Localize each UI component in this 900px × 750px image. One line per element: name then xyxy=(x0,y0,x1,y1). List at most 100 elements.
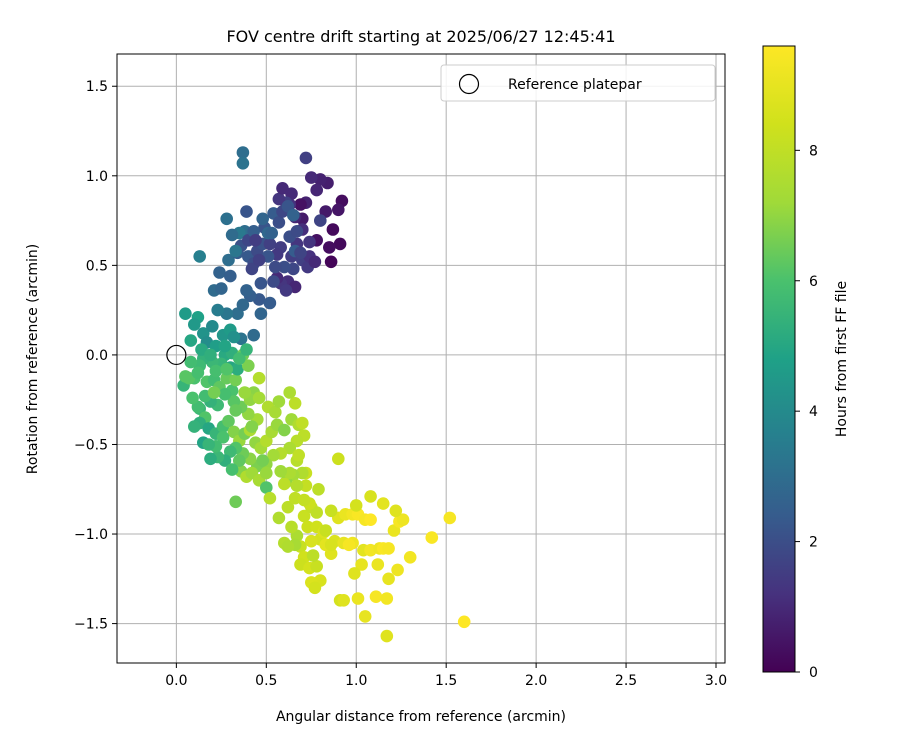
scatter-point xyxy=(319,524,333,537)
colorbar-tick-label: 2 xyxy=(809,535,818,551)
scatter-point xyxy=(263,491,277,505)
scatter-point xyxy=(457,615,471,629)
scatter-point xyxy=(342,538,356,552)
scatter-point xyxy=(364,490,377,503)
scatter-point xyxy=(380,592,394,605)
colorbar-gradient xyxy=(762,45,796,673)
scatter-point xyxy=(240,205,253,218)
scatter-point xyxy=(337,594,351,607)
scatter-point xyxy=(287,208,300,222)
scatter-point xyxy=(333,237,347,251)
scatter-point xyxy=(220,362,233,376)
scatter-point xyxy=(252,371,266,385)
scatter-point xyxy=(380,629,394,643)
scatter-point xyxy=(249,234,262,247)
scatter-point xyxy=(236,298,250,312)
scatter-point xyxy=(267,448,280,462)
scatter-point xyxy=(358,610,372,623)
scatter-point xyxy=(216,431,230,444)
scatter-point xyxy=(211,303,224,317)
scatter-point xyxy=(260,481,273,494)
y-axis-label: Rotation from reference (arcmin) xyxy=(25,244,41,474)
y-tick-label: −1.0 xyxy=(74,527,108,543)
scatter-point xyxy=(369,590,383,603)
scatter-point xyxy=(229,495,242,509)
scatter-point xyxy=(281,540,295,553)
scatter-point xyxy=(310,560,324,573)
scatter-point xyxy=(213,266,226,279)
scatter-point xyxy=(272,395,286,408)
scatter-point xyxy=(191,366,205,380)
scatter-point xyxy=(274,465,288,478)
scatter-point xyxy=(396,513,410,526)
scatter-point xyxy=(371,558,385,571)
scatter-point xyxy=(288,397,302,410)
scatter-point xyxy=(218,388,232,401)
scatter-point xyxy=(188,420,201,433)
scatter-point xyxy=(290,225,304,238)
scatter-point xyxy=(332,203,345,217)
scatter-point xyxy=(310,506,324,519)
scatter-point xyxy=(389,504,403,518)
scatter-point xyxy=(207,386,221,399)
scatter-point xyxy=(278,260,291,274)
colorbar: 0 2 4 6 8 Hours from first FF file xyxy=(762,45,850,681)
y-axis: −1.5 −1.0 −0.5 0.0 0.5 1.0 1.5 xyxy=(74,79,117,633)
scatter-point xyxy=(364,513,377,526)
scatter-point xyxy=(204,452,217,466)
scatter-point xyxy=(254,307,268,321)
scatter-point xyxy=(267,275,280,288)
x-tick-label: 2.0 xyxy=(525,673,547,689)
scatter-point xyxy=(305,534,318,548)
scatter-point xyxy=(245,262,259,276)
scatter-point xyxy=(193,250,206,263)
scatter-point xyxy=(236,146,250,159)
scatter-point xyxy=(256,212,270,226)
scatter-point xyxy=(247,328,260,342)
scatter-point xyxy=(184,355,198,369)
scatter-point xyxy=(403,551,417,564)
scatter-point xyxy=(324,504,338,518)
scatter-point xyxy=(269,260,282,274)
scatter-point xyxy=(220,212,233,226)
colorbar-tick-label: 0 xyxy=(809,665,818,681)
scatter-point xyxy=(252,391,266,405)
scatter-point xyxy=(355,558,368,571)
scatter-point xyxy=(202,438,215,451)
scatter-point xyxy=(308,581,322,595)
colorbar-tick-label: 4 xyxy=(809,404,818,420)
scatter-point xyxy=(294,246,307,260)
scatter-point xyxy=(229,373,242,387)
scatter-point xyxy=(278,477,291,491)
colorbar-label: Hours from first FF file xyxy=(834,281,850,437)
scatter-point xyxy=(306,549,320,562)
scatter-point xyxy=(222,253,235,267)
scatter-point xyxy=(278,423,291,437)
scatter-point xyxy=(204,348,217,362)
scatter-point xyxy=(323,241,336,254)
scatter-point xyxy=(263,296,277,310)
scatter-point xyxy=(305,171,318,184)
scatter-point xyxy=(179,307,192,321)
scatter-point xyxy=(233,454,246,467)
scatter-point xyxy=(312,483,325,496)
scatter-point xyxy=(225,228,239,242)
scatter-point xyxy=(285,520,298,534)
scatter-point xyxy=(272,216,286,229)
colorbar-tick-label: 8 xyxy=(809,143,818,159)
scatter-point xyxy=(290,479,304,493)
reference-marker-group xyxy=(166,344,187,366)
x-axis: 0.0 0.5 1.0 1.5 2.0 2.5 3.0 xyxy=(165,663,727,689)
y-tick-label: 0.5 xyxy=(86,258,108,274)
scatter-point xyxy=(292,448,306,462)
scatter-point xyxy=(310,183,324,197)
scatter-point xyxy=(188,318,201,331)
scatter-point xyxy=(224,269,237,283)
scatter-point xyxy=(186,391,199,405)
plot-frame xyxy=(116,53,726,664)
scatter-point xyxy=(351,592,365,605)
scatter-point xyxy=(294,198,307,211)
scatter-point xyxy=(254,277,268,290)
scatter-point xyxy=(297,493,311,507)
